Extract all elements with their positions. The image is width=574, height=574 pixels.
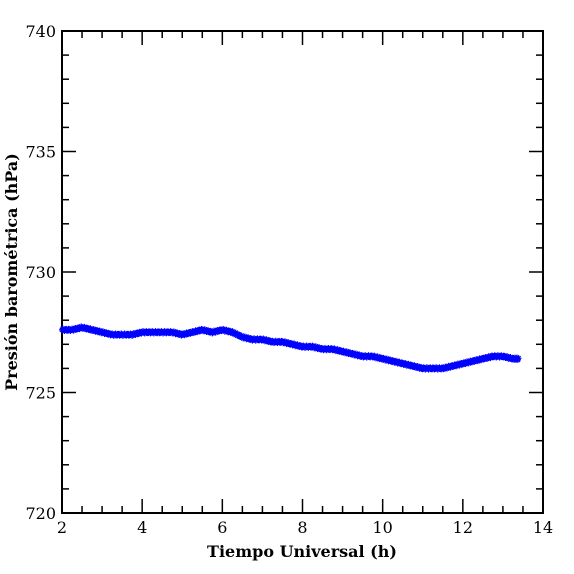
x-tick-label: 8 xyxy=(297,518,307,537)
x-tick-label: 10 xyxy=(372,518,392,537)
y-tick-label: 735 xyxy=(25,143,56,162)
x-tick-label: 14 xyxy=(533,518,553,537)
axis-ticks xyxy=(61,30,544,514)
x-tick-label: 4 xyxy=(137,518,147,537)
y-tick-label: 720 xyxy=(25,504,56,523)
x-tick-labels: 2 4 6 8 10 12 14 xyxy=(57,518,553,537)
x-tick-label: 2 xyxy=(57,518,67,537)
data-point xyxy=(515,355,522,362)
plot-frame xyxy=(61,30,544,514)
x-axis-title: Tiempo Universal (h) xyxy=(207,542,397,561)
x-tick-label: 12 xyxy=(453,518,473,537)
data-points xyxy=(59,323,522,373)
y-tick-label: 730 xyxy=(25,263,56,282)
x-tick-label: 6 xyxy=(217,518,227,537)
y-axis-title: Presión barométrica (hPa) xyxy=(2,153,21,391)
y-tick-label: 725 xyxy=(25,384,56,403)
y-tick-labels: 720 725 730 735 740 xyxy=(25,22,56,523)
y-tick-label: 740 xyxy=(25,22,56,41)
